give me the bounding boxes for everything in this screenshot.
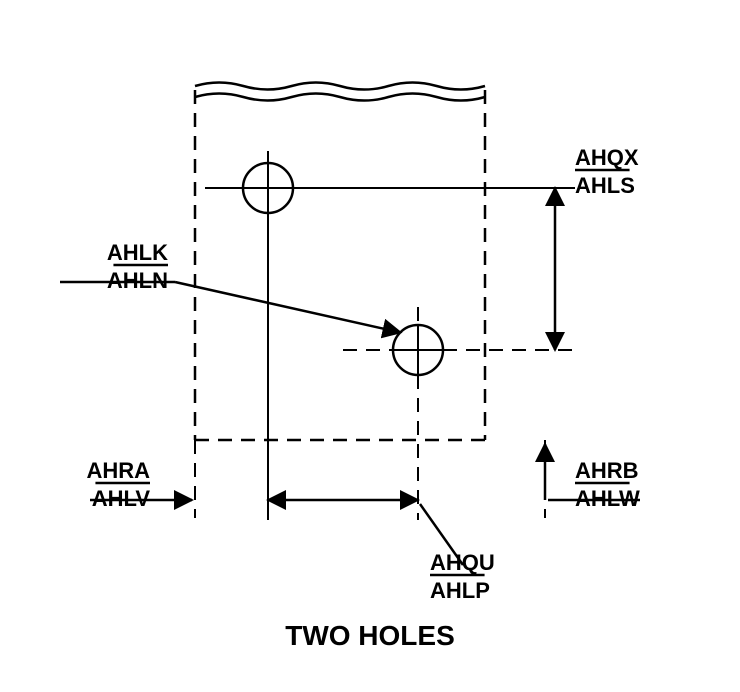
label-ahrb-lower: AHLW	[575, 486, 640, 511]
label-ahqu-upper: AHQU	[430, 550, 495, 575]
break-line-upper	[195, 83, 485, 90]
label-ahqx-lower: AHLS	[575, 173, 635, 198]
engineering-diagram: AHQX AHLS AHLK AHLN AHRA AHLV AHRB AHLW AHQU AHLP…	[0, 0, 740, 692]
label-ahlk-lower: AHLN	[107, 268, 168, 293]
label-ahqx-upper: AHQX	[575, 145, 639, 170]
label-ahqu-lower: AHLP	[430, 578, 490, 603]
label-ahra-lower: AHLV	[92, 486, 151, 511]
leader-ahlk	[175, 282, 401, 333]
diagram-title: TWO HOLES	[285, 620, 455, 651]
break-line-lower	[195, 94, 485, 101]
label-ahrb-upper: AHRB	[575, 458, 639, 483]
label-ahra-upper: AHRA	[86, 458, 150, 483]
label-ahlk-upper: AHLK	[107, 240, 168, 265]
